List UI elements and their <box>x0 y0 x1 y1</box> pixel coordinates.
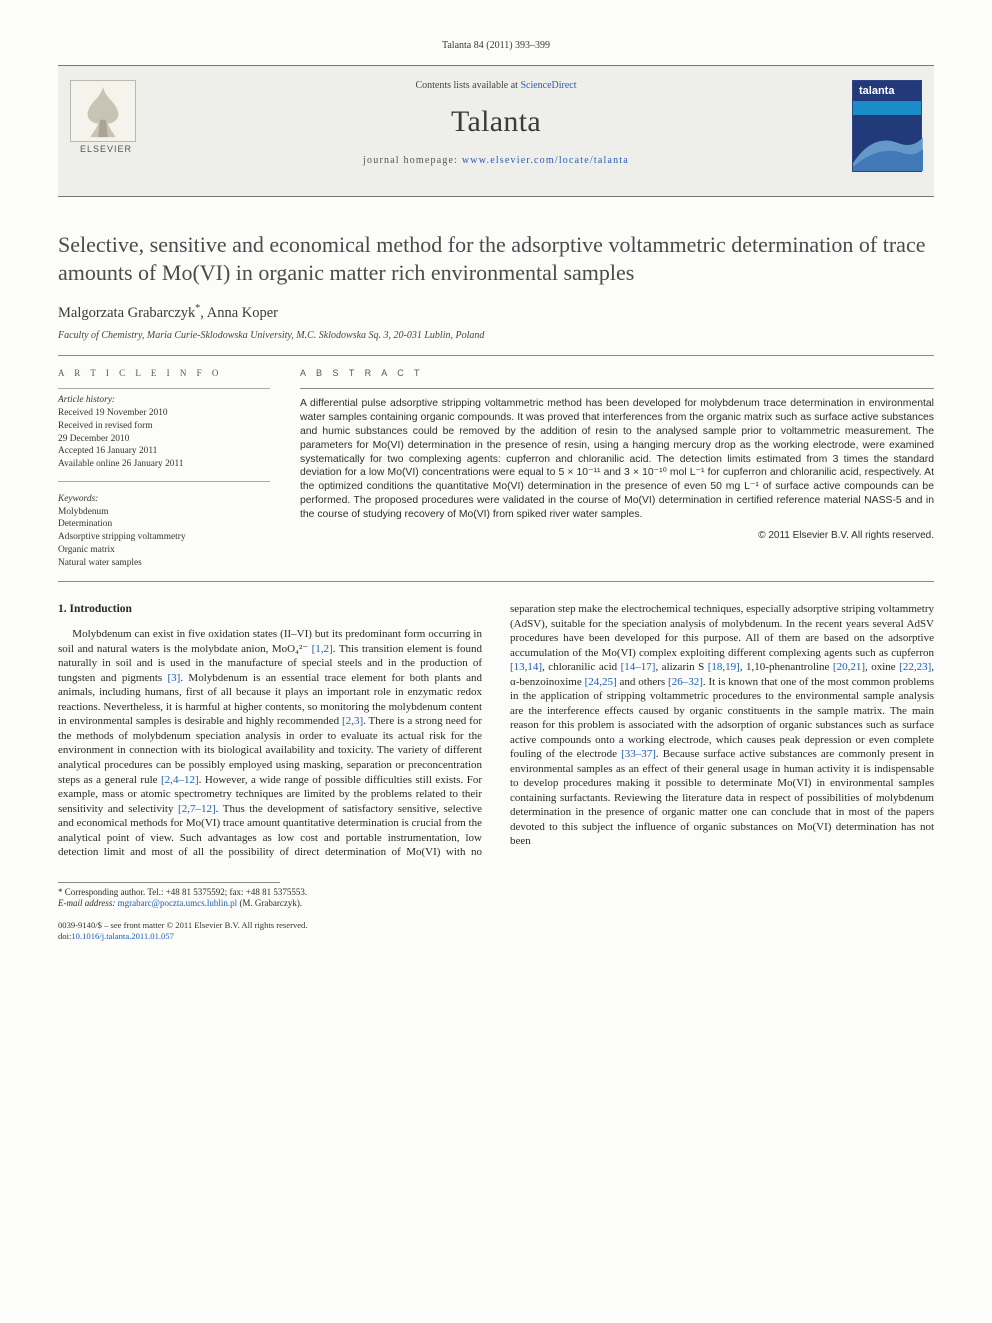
keyword: Adsorptive stripping voltammetry <box>58 531 270 544</box>
divider <box>58 882 280 883</box>
keyword-list: Molybdenum Determination Adsorptive stri… <box>58 506 270 569</box>
keyword: Molybdenum <box>58 506 270 519</box>
author-name: Malgorzata Grabarczyk <box>58 305 195 321</box>
email-suffix: (M. Grabarczyk). <box>237 898 302 908</box>
homepage-prefix: journal homepage: <box>363 155 462 166</box>
article-info-sidebar: A R T I C L E I N F O Article history: R… <box>58 368 270 569</box>
divider <box>58 355 934 356</box>
front-matter-line: 0039-9140/$ – see front matter © 2011 El… <box>58 920 461 931</box>
doi-label: doi: <box>58 931 71 941</box>
divider <box>300 388 934 389</box>
footnotes: * Corresponding author. Tel.: +48 81 537… <box>58 882 461 910</box>
journal-masthead: ELSEVIER Contents lists available at Sci… <box>58 65 934 197</box>
author-name: Anna Koper <box>207 305 278 321</box>
cover-swoosh-icon <box>853 123 923 171</box>
cover-label: talanta <box>859 85 921 97</box>
keyword: Natural water samples <box>58 557 270 570</box>
doi-link[interactable]: 10.1016/j.talanta.2011.01.057 <box>71 931 174 941</box>
homepage-line: journal homepage: www.elsevier.com/locat… <box>170 155 822 166</box>
corresponding-author-footnote: * Corresponding author. Tel.: +48 81 537… <box>58 887 461 899</box>
elsevier-tree-icon <box>70 80 136 142</box>
article-body: 1. Introduction Molybdenum can exist in … <box>58 602 934 859</box>
sciencedirect-link[interactable]: ScienceDirect <box>520 80 576 91</box>
doi-line: doi:10.1016/j.talanta.2011.01.057 <box>58 931 461 942</box>
contents-line: Contents lists available at ScienceDirec… <box>170 80 822 91</box>
homepage-link[interactable]: www.elsevier.com/locate/talanta <box>462 155 629 166</box>
abstract-copyright: © 2011 Elsevier B.V. All rights reserved… <box>300 530 934 541</box>
divider <box>58 481 270 482</box>
history-list: Received 19 November 2010 Received in re… <box>58 407 270 470</box>
history-item: Available online 26 January 2011 <box>58 458 270 471</box>
abstract-label: A B S T R A C T <box>300 368 934 378</box>
journal-title: Talanta <box>170 105 822 139</box>
journal-cover-thumb: talanta <box>852 80 922 172</box>
keyword: Organic matrix <box>58 544 270 557</box>
author-list: Malgorzata Grabarczyk*, Anna Koper <box>58 305 934 322</box>
footer-block: 0039-9140/$ – see front matter © 2011 El… <box>58 920 461 942</box>
publisher-logo-block: ELSEVIER <box>70 80 142 154</box>
history-item: Received in revised form <box>58 420 270 433</box>
corresponding-mark: * <box>195 303 200 314</box>
abstract-section: A B S T R A C T A differential pulse ads… <box>300 368 934 569</box>
divider <box>58 388 270 389</box>
contents-prefix: Contents lists available at <box>415 80 520 91</box>
article-title: Selective, sensitive and economical meth… <box>58 231 934 287</box>
history-item: 29 December 2010 <box>58 433 270 446</box>
history-heading: Article history: <box>58 395 270 405</box>
article-info-label: A R T I C L E I N F O <box>58 368 270 378</box>
keyword: Determination <box>58 518 270 531</box>
divider <box>58 581 934 582</box>
abstract-body: A differential pulse adsorptive strippin… <box>300 397 934 521</box>
email-footnote: E-mail address: mgrabarc@poczta.umcs.lub… <box>58 898 461 910</box>
email-link[interactable]: mgrabarc@poczta.umcs.lublin.pl <box>118 898 238 908</box>
publisher-name: ELSEVIER <box>70 144 142 154</box>
history-item: Received 19 November 2010 <box>58 407 270 420</box>
running-header: Talanta 84 (2011) 393–399 <box>58 40 934 51</box>
cover-band <box>853 101 921 115</box>
email-label: E-mail address: <box>58 898 118 908</box>
keywords-heading: Keywords: <box>58 494 270 504</box>
affiliation: Faculty of Chemistry, Maria Curie-Sklodo… <box>58 330 934 341</box>
intro-paragraph: Molybdenum can exist in five oxidation s… <box>58 602 934 859</box>
history-item: Accepted 16 January 2011 <box>58 445 270 458</box>
section-heading: 1. Introduction <box>58 602 482 617</box>
